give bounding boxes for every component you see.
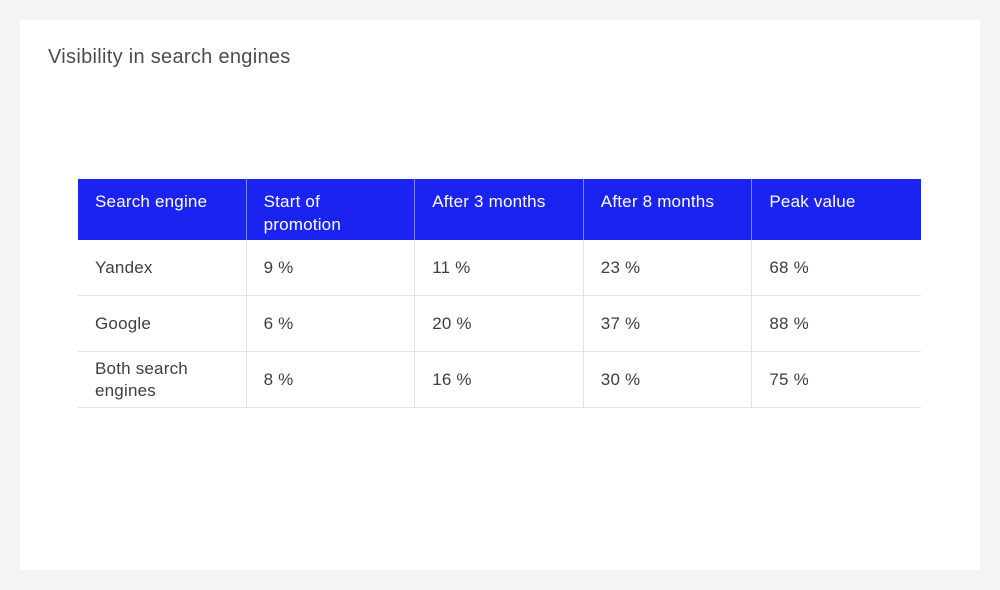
table-cell: 88 % xyxy=(752,296,921,352)
column-header-after-3-months: After 3 months xyxy=(415,179,584,240)
table-cell: 75 % xyxy=(752,352,921,408)
table-cell: 30 % xyxy=(583,352,753,408)
column-header-search-engine: Search engine xyxy=(78,179,247,240)
table-cell: 23 % xyxy=(583,240,753,296)
page-title: Visibility in search engines xyxy=(48,46,291,68)
table-cell: 9 % xyxy=(246,240,416,296)
column-header-after-8-months: After 8 months xyxy=(583,179,753,240)
row-label-yandex: Yandex xyxy=(78,240,247,296)
table-cell: 16 % xyxy=(415,352,584,408)
row-label-both-search-engines: Both search engines xyxy=(78,352,247,408)
table-cell: 37 % xyxy=(583,296,753,352)
row-label-google: Google xyxy=(78,296,247,352)
visibility-table: Search engine Start of promotion After 3… xyxy=(78,179,921,408)
table-cell: 11 % xyxy=(415,240,584,296)
column-header-start-of-promotion: Start of promotion xyxy=(246,179,416,240)
column-header-peak-value: Peak value xyxy=(752,179,921,240)
table-cell: 6 % xyxy=(246,296,416,352)
table-cell: 68 % xyxy=(752,240,921,296)
content-card: Visibility in search engines Search engi… xyxy=(20,20,980,570)
table-cell: 8 % xyxy=(246,352,416,408)
table-cell: 20 % xyxy=(415,296,584,352)
